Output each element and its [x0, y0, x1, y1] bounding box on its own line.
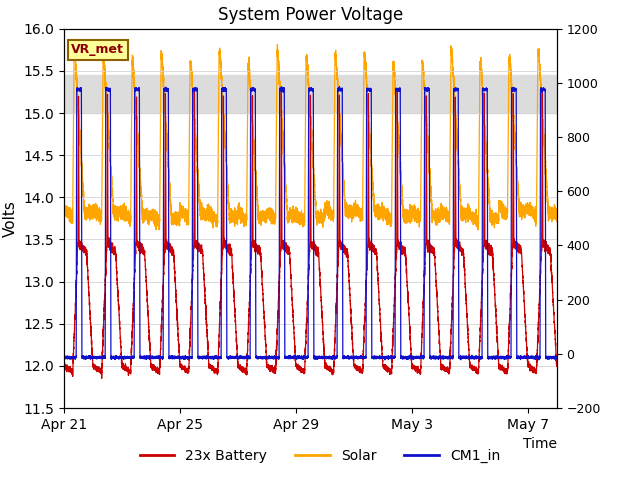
Bar [64, 75, 557, 113]
Text: VR_met: VR_met [72, 44, 124, 57]
Legend: 23x Battery, Solar, CM1_in: 23x Battery, Solar, CM1_in [134, 443, 506, 468]
Title: System Power Voltage: System Power Voltage [218, 6, 403, 24]
X-axis label: Time: Time [523, 437, 557, 451]
Y-axis label: Volts: Volts [3, 200, 18, 237]
